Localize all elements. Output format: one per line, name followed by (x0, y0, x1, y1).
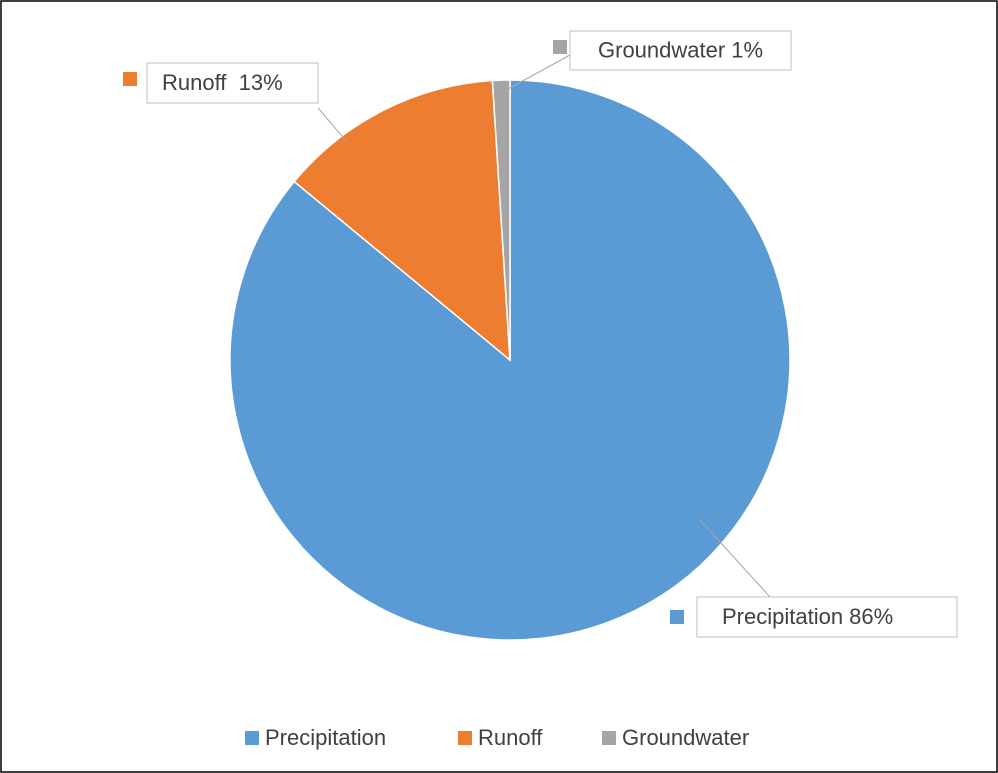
label-box (569, 30, 792, 71)
label-box (146, 62, 319, 104)
pie-slice (491, 79, 511, 361)
label-key (670, 610, 684, 624)
pie-slice (293, 79, 511, 362)
leader-line (699, 519, 771, 598)
legend-key (245, 731, 259, 745)
label-key (123, 72, 137, 86)
legend-label: Precipitation (265, 725, 386, 750)
legend-label: Groundwater (622, 725, 749, 750)
pie-slice (229, 79, 791, 641)
data-label: Precipitation 86% (722, 604, 893, 629)
legend-label: Runoff (478, 725, 543, 750)
label-box (696, 596, 958, 638)
legend-key (602, 731, 616, 745)
leader-line (317, 107, 349, 144)
data-label: Runoff 13% (162, 70, 283, 95)
leader-line (507, 54, 571, 90)
label-key (553, 40, 567, 54)
data-label: Groundwater 1% (598, 37, 763, 62)
legend-key (458, 731, 472, 745)
